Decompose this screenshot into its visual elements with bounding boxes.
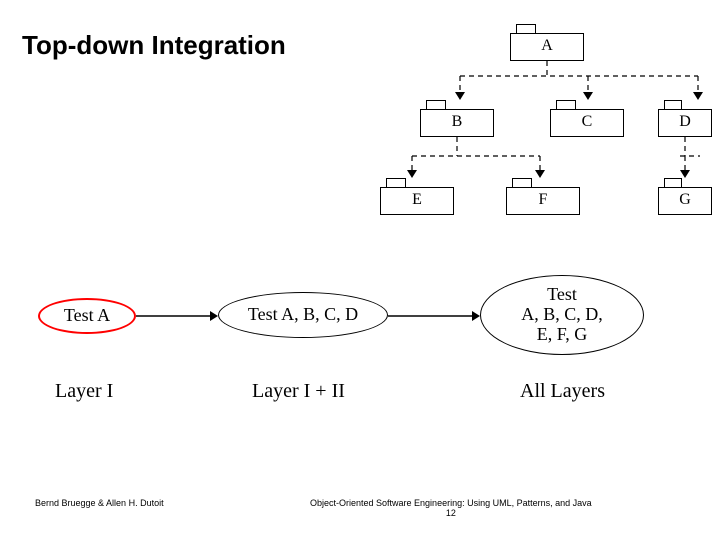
footer-author: Bernd Bruegge & Allen H. Dutoit [35, 498, 164, 508]
test-all-ellipse: TestA, B, C, D,E, F, G [480, 275, 644, 355]
layer-12-label: Layer I + II [252, 380, 345, 403]
test-abcd-ellipse: Test A, B, C, D [218, 292, 388, 338]
folder-a: A [510, 33, 584, 61]
test-a-ellipse: Test A [38, 298, 136, 334]
layer-1-label: Layer I [55, 380, 113, 403]
connector-lines [0, 0, 720, 540]
folder-f: F [506, 187, 580, 215]
folder-d: D [658, 109, 712, 137]
all-layers-label: All Layers [520, 380, 605, 403]
page-title: Top-down Integration [22, 30, 286, 61]
footer-center: Object-Oriented Software Engineering: Us… [310, 498, 592, 518]
folder-c: C [550, 109, 624, 137]
folder-e: E [380, 187, 454, 215]
folder-b: B [420, 109, 494, 137]
folder-g: G [658, 187, 712, 215]
